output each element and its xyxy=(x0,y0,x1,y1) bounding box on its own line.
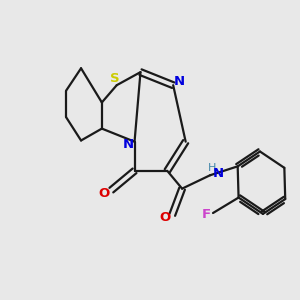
Text: S: S xyxy=(110,72,120,85)
Text: N: N xyxy=(122,138,134,151)
Text: H: H xyxy=(208,163,216,173)
Text: F: F xyxy=(202,208,211,221)
Text: N: N xyxy=(213,167,224,180)
Text: O: O xyxy=(160,211,171,224)
Text: N: N xyxy=(174,74,185,88)
Text: O: O xyxy=(98,187,110,200)
